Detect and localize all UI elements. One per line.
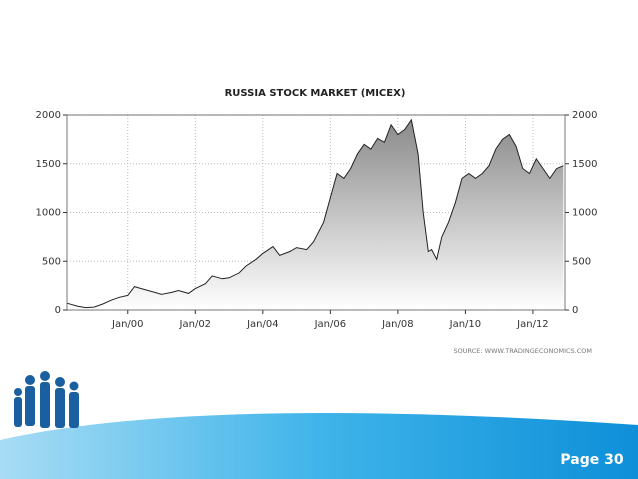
x-tick-label: Jan/06: [314, 319, 347, 330]
chart-title: RUSSIA STOCK MARKET (MICEX): [225, 88, 406, 99]
y2-tick-label: 0: [572, 305, 578, 316]
people-icon: [14, 371, 79, 428]
area-line: [66, 118, 564, 309]
x-tick-label: Jan/04: [246, 319, 279, 330]
x-tick-label: Jan/00: [111, 319, 144, 330]
y-tick-label: 1500: [36, 159, 61, 170]
y-tick-label: 2000: [36, 110, 61, 121]
y2-tick-label: 1500: [572, 159, 597, 170]
y2-tick-label: 1000: [572, 208, 597, 219]
source-note: SOURCE: WWW.TRADINGECONOMICS.COM: [454, 347, 592, 355]
x-tick-label: Jan/02: [179, 319, 212, 330]
page-number: Page 30: [560, 452, 623, 468]
plot-frame: [66, 114, 566, 311]
x-tick-label: Jan/12: [516, 319, 549, 330]
y-tick-label: 1000: [36, 208, 61, 219]
y-tick-label: 500: [42, 256, 61, 267]
footer-band: [0, 413, 638, 479]
area-fill: [67, 119, 564, 311]
x-tick-label: Jan/10: [449, 319, 482, 330]
y2-tick-label: 500: [572, 256, 591, 267]
x-tick-label: Jan/08: [381, 319, 414, 330]
y2-tick-label: 2000: [572, 110, 597, 121]
y-tick-label: 0: [55, 305, 61, 316]
